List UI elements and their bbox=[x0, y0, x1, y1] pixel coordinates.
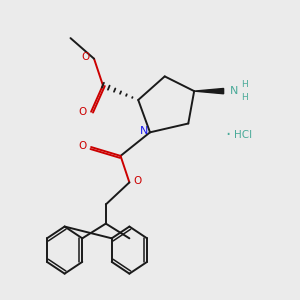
Text: N: N bbox=[140, 126, 148, 136]
Text: O: O bbox=[82, 52, 90, 62]
Text: N: N bbox=[230, 86, 238, 96]
Text: O: O bbox=[79, 141, 87, 151]
Text: ·: · bbox=[225, 126, 231, 144]
Text: O: O bbox=[79, 107, 87, 117]
Text: HCl: HCl bbox=[234, 130, 252, 140]
Text: O: O bbox=[134, 176, 142, 186]
Text: H: H bbox=[242, 80, 248, 89]
Text: H: H bbox=[242, 93, 248, 102]
Polygon shape bbox=[194, 88, 224, 94]
